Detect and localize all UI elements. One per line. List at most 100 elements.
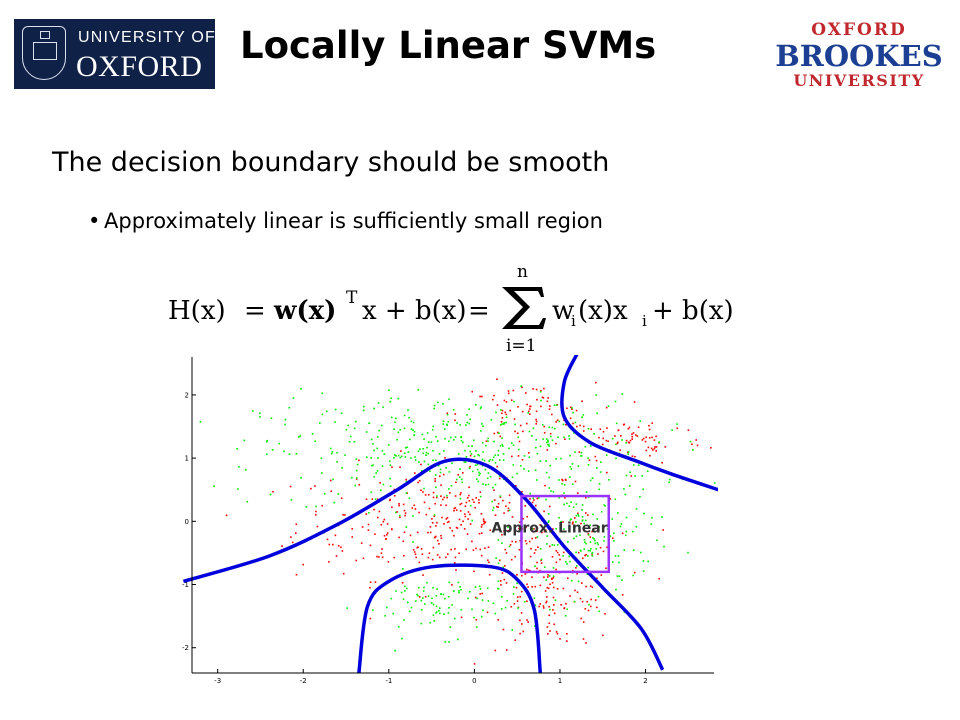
scatter-point	[348, 440, 351, 443]
scatter-point	[412, 541, 414, 543]
scatter-point	[482, 425, 484, 427]
scatter-point	[509, 409, 511, 412]
scatter-point	[497, 619, 499, 621]
scatter-point	[617, 512, 619, 514]
scatter-point	[332, 543, 334, 546]
scatter-point	[415, 556, 417, 559]
scatter-point	[505, 413, 508, 416]
scatter-point	[539, 460, 542, 462]
scatter-point	[535, 439, 537, 441]
scatter-point	[424, 603, 426, 605]
scatter-point	[369, 544, 372, 547]
scatter-point	[468, 467, 471, 470]
scatter-point	[549, 608, 551, 611]
scatter-point	[480, 615, 483, 618]
scatter-point	[633, 401, 636, 403]
scatter-point	[621, 393, 624, 395]
scatter-point	[416, 531, 419, 534]
scatter-point	[556, 551, 559, 554]
scatter-point	[637, 464, 640, 466]
scatter-point	[605, 567, 607, 569]
scatter-point	[408, 497, 411, 499]
scatter-point	[634, 455, 636, 458]
scatter-point	[569, 417, 572, 420]
scatter-point	[571, 523, 574, 525]
scatter-point	[521, 491, 523, 493]
scatter-point	[444, 641, 447, 643]
scatter-point	[534, 537, 537, 539]
oxford-logo-line1: UNIVERSITY OF	[78, 29, 216, 46]
scatter-point	[403, 427, 406, 430]
scatter-point	[618, 575, 621, 577]
scatter-point	[393, 495, 396, 497]
scatter-point	[646, 470, 649, 472]
scatter-point	[500, 584, 502, 586]
scatter-point	[568, 438, 571, 440]
scatter-point	[382, 406, 384, 409]
scatter-point	[369, 586, 371, 589]
scatter-point	[538, 497, 540, 499]
scatter-point	[594, 455, 597, 458]
scatter-point	[635, 526, 638, 528]
scatter-point	[481, 592, 483, 595]
scatter-point	[571, 408, 573, 410]
scatter-point	[424, 494, 427, 496]
scatter-point	[651, 436, 653, 439]
scatter-point	[455, 526, 458, 529]
scatter-point	[543, 431, 546, 434]
scatter-point	[540, 562, 543, 564]
scatter-point	[462, 520, 464, 523]
x-tick-label: 2	[643, 677, 647, 685]
scatter-point	[486, 611, 489, 614]
scatter-point	[556, 544, 559, 546]
scatter-point	[594, 539, 596, 542]
scatter-point	[524, 573, 526, 575]
scatter-point	[251, 410, 254, 412]
scatter-point	[427, 595, 430, 597]
scatter-plot: Approx. Linear -3 -2 -1 0 1 2 2 1 0 -1 -2	[182, 355, 718, 685]
scatter-point	[496, 465, 498, 468]
scatter-point	[529, 498, 531, 500]
scatter-point	[469, 454, 472, 457]
scatter-point	[473, 439, 475, 442]
scatter-point	[642, 570, 645, 572]
scatter-point	[552, 490, 555, 493]
scatter-point	[501, 542, 503, 544]
scatter-point	[400, 455, 403, 458]
scatter-point	[440, 504, 442, 506]
scatter-point	[390, 397, 392, 400]
scatter-point	[435, 486, 437, 489]
scatter-point	[435, 435, 437, 438]
scatter-point	[387, 444, 390, 446]
scatter-point	[634, 434, 637, 436]
scatter-point	[614, 555, 617, 557]
scatter-point	[432, 586, 434, 589]
scatter-point	[494, 483, 497, 486]
scatter-point	[412, 429, 414, 431]
scatter-point	[603, 504, 605, 506]
scatter-point	[417, 594, 419, 597]
scatter-point	[457, 453, 460, 455]
scatter-point	[579, 534, 581, 536]
scatter-point	[478, 585, 481, 588]
scatter-point	[463, 461, 466, 463]
scatter-point	[369, 581, 372, 583]
scatter-point	[442, 473, 445, 476]
scatter-point	[447, 595, 450, 598]
scatter-point	[548, 622, 551, 625]
scatter-point	[583, 522, 585, 525]
scatter-point	[473, 663, 476, 665]
scatter-point	[333, 501, 336, 504]
scatter-point	[592, 529, 594, 532]
plot-axes: -3 -2 -1 0 1 2 2 1 0 -1 -2	[182, 357, 714, 685]
scatter-point	[436, 554, 439, 556]
scatter-point	[379, 489, 382, 492]
scatter-point	[422, 448, 424, 450]
scatter-point	[629, 471, 631, 473]
scatter-point	[436, 521, 438, 524]
scatter-point	[632, 549, 635, 551]
scatter-point	[420, 548, 423, 550]
scatter-point	[389, 460, 391, 463]
scatter-point	[562, 555, 564, 557]
scatter-point	[547, 574, 549, 576]
